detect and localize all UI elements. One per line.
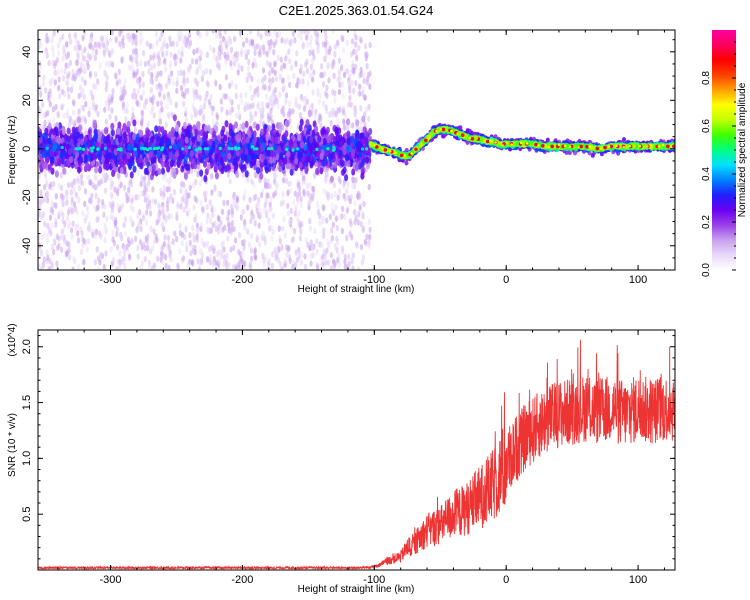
snr-background [38,330,675,570]
snr-frame [37,329,676,571]
x-tick-label: 100 [629,274,647,286]
spectrogram-x-label: Height of straight line (km) [298,284,415,295]
x-tick-label: -300 [100,574,122,586]
y-tick-label: 20 [21,94,33,106]
snr-x-ticks: -300 -200 -100 0 100 [57,330,665,586]
colorbar-label: Normalized spectral amplitude [737,82,748,217]
colorbar-tick-label: 0.2 [701,215,712,229]
spectrogram-ridge [368,123,675,166]
y-tick: -20 [21,189,675,205]
x-tick-label: 0 [503,274,509,286]
snr-x-label: Height of straight line (km) [298,584,415,595]
chart-title: C2E1.2025.363.01.54.G24 [279,3,434,18]
snr-y-multiplier: (x10^4) [7,323,18,356]
y-tick-label: 1.5 [21,395,33,410]
spectrogram-y-label: Frequency (Hz) [7,116,18,185]
colorbar-tick-label: 0.0 [701,263,712,277]
y-tick-label: -20 [21,189,33,205]
x-tick-label: -200 [231,574,253,586]
colorbar-tick-label: 0.4 [701,167,712,181]
y-tick-label: 2.0 [21,339,33,354]
colorbar-tick: 0.0 [701,263,736,277]
x-tick-label: -300 [100,274,122,286]
y-tick: 40 [21,46,675,58]
x-tick-label: -100 [363,274,385,286]
snr-y-label: SNR (10 * v/v) [7,413,18,477]
y-tick-label: -40 [21,238,33,254]
y-tick-label: 1.0 [21,451,33,466]
spectrogram-frame [37,29,676,271]
spectrogram-x-ticks: -300 -200 -100 0 100 [57,30,665,286]
x-tick-label: -100 [363,574,385,586]
colorbar: 0.0 0.2 0.4 0.6 0.8 Normalized spectral ampl… [701,30,748,277]
spectrogram-noise-cloud [38,30,373,270]
colorbar-ticks: 0.0 0.2 0.4 0.6 0.8 [701,41,736,277]
colorbar-ramp [712,30,736,270]
snr-series-line [38,339,675,570]
y-tick: 2.0 [21,339,675,354]
y-tick: 0.5 [21,507,675,522]
x-tick-label: 0 [503,574,509,586]
y-tick: 0 [21,146,675,152]
y-tick: 20 [21,94,675,106]
x-tick-label: 100 [629,574,647,586]
colorbar-tick-label: 0.8 [701,71,712,85]
colorbar-tick-label: 0.6 [701,119,712,133]
y-tick-label: 0.5 [21,507,33,522]
y-tick-label: 0 [21,146,33,152]
snr-y-ticks: 0.5 1.0 1.5 2.0 [21,335,675,560]
spectrogram-y-ticks: -40 -20 0 20 40 [21,39,675,259]
y-tick: 1.5 [21,395,675,410]
x-tick-label: -200 [231,274,253,286]
y-tick: -40 [21,238,675,254]
snr-panel: -300 -200 -100 0 100 0.5 1.0 1.5 2.0 Height of … [7,323,676,595]
y-tick-label: 40 [21,46,33,58]
